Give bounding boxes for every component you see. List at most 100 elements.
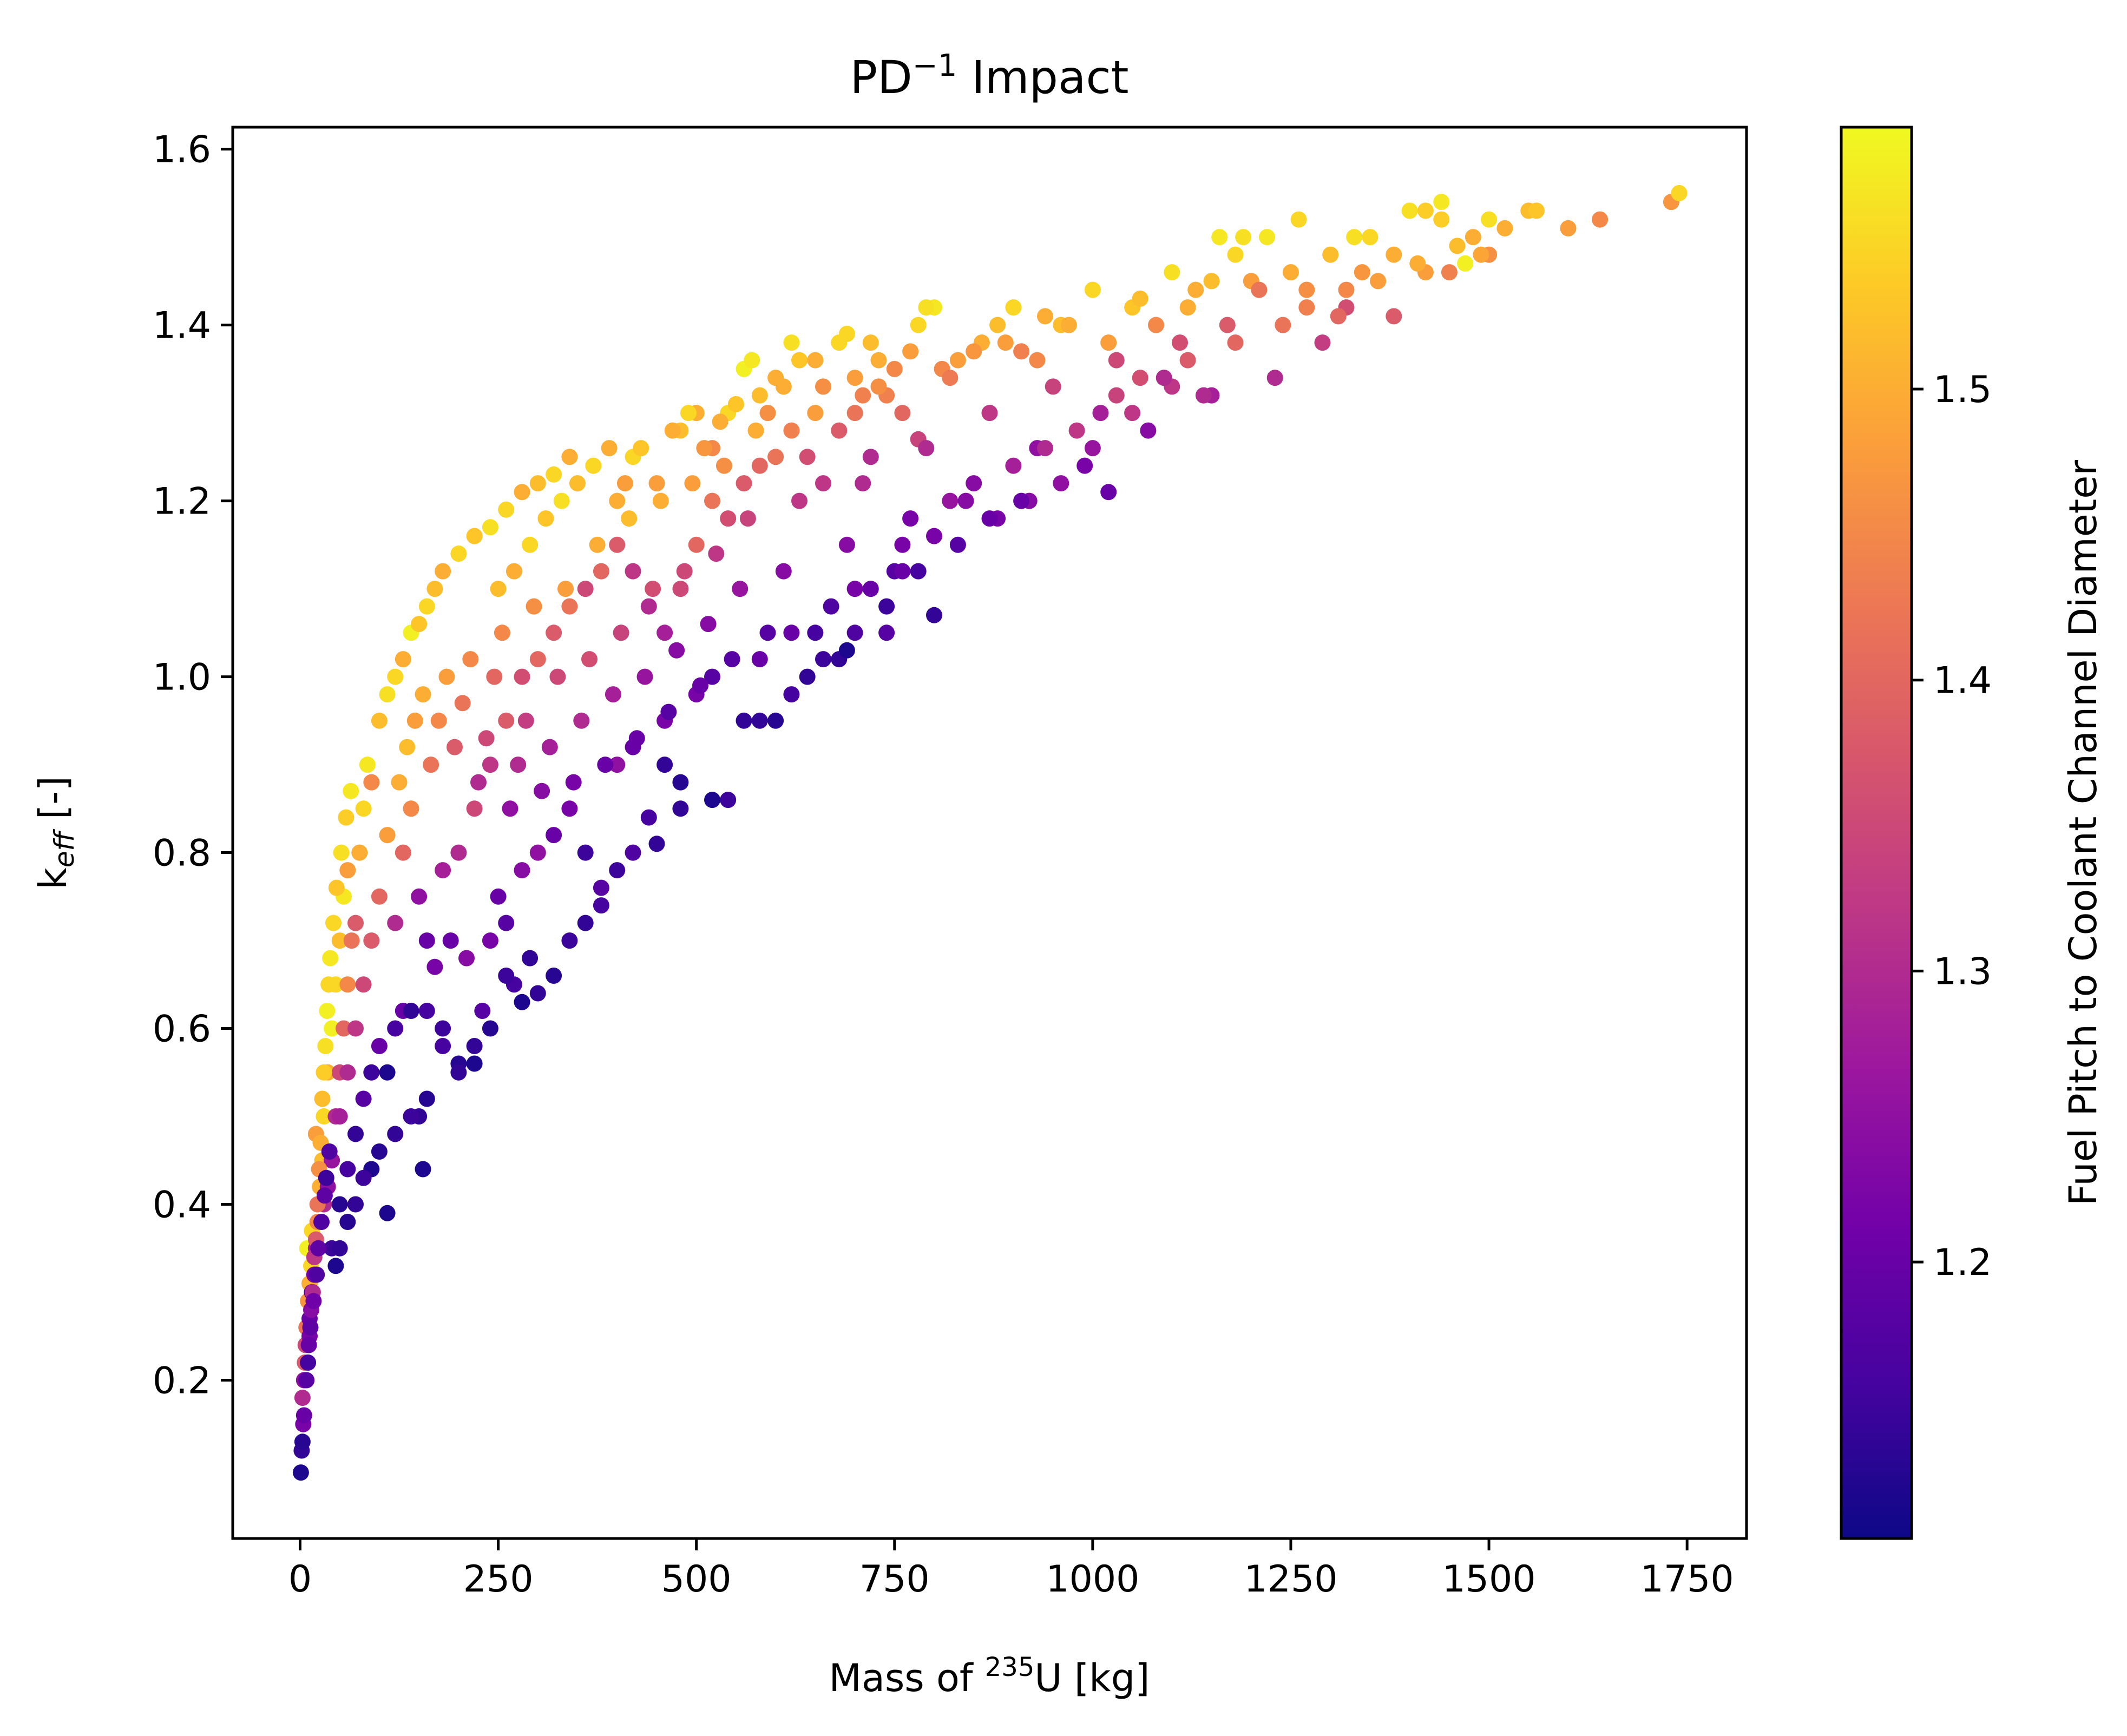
data-point <box>1433 211 1450 228</box>
data-point <box>418 932 435 949</box>
data-point <box>561 449 578 465</box>
data-point <box>736 475 752 492</box>
x-axis: 0 250 500 750 1000 1250 1500 1750 <box>288 1538 1734 1601</box>
data-point <box>1164 264 1180 281</box>
data-point <box>648 836 665 852</box>
data-point <box>1045 378 1061 395</box>
x-tick-label: 0 <box>288 1558 312 1601</box>
x-tick-label: 500 <box>661 1558 732 1601</box>
data-point <box>751 712 768 729</box>
data-point <box>577 581 594 597</box>
data-point <box>314 1090 331 1107</box>
data-point <box>470 774 487 791</box>
data-point <box>319 1003 336 1019</box>
data-point <box>1068 422 1085 439</box>
data-point <box>783 334 800 351</box>
data-point <box>783 422 800 439</box>
data-point <box>918 299 935 316</box>
data-point <box>657 757 673 773</box>
data-point <box>331 1196 348 1213</box>
data-point <box>1275 317 1291 333</box>
data-point <box>1179 352 1196 369</box>
data-point <box>514 994 530 1010</box>
data-point <box>720 792 737 808</box>
data-point <box>1314 334 1331 351</box>
data-point <box>942 370 959 386</box>
data-point <box>1037 440 1053 457</box>
x-tick-label: 750 <box>859 1558 930 1601</box>
data-point <box>305 1293 322 1310</box>
x-tick-label: 1750 <box>1640 1558 1734 1601</box>
data-point <box>415 1161 431 1178</box>
data-point <box>474 1003 491 1019</box>
data-point <box>1227 334 1244 351</box>
data-point <box>672 800 689 817</box>
data-point <box>862 334 879 351</box>
data-point <box>339 1214 356 1230</box>
data-point <box>292 1464 309 1481</box>
data-point <box>1473 246 1489 263</box>
data-point <box>807 405 824 422</box>
data-point <box>775 563 792 580</box>
data-point <box>546 827 562 844</box>
data-point <box>466 1055 483 1072</box>
data-point <box>645 581 661 597</box>
data-point <box>327 1258 344 1274</box>
data-point <box>708 545 725 562</box>
data-point <box>406 712 423 729</box>
data-point <box>1195 387 1212 404</box>
data-point <box>1211 229 1228 246</box>
data-point <box>1362 229 1378 246</box>
data-point <box>736 712 752 729</box>
data-point <box>310 1240 327 1257</box>
data-point <box>302 1319 319 1336</box>
data-point <box>1108 387 1125 404</box>
data-point <box>343 782 359 799</box>
data-point <box>855 387 871 404</box>
data-point <box>783 624 800 641</box>
x-tick-label: 250 <box>463 1558 534 1601</box>
data-point <box>371 888 388 905</box>
data-point <box>498 968 515 984</box>
data-point <box>371 712 388 729</box>
data-point <box>926 607 942 623</box>
data-point <box>1148 317 1164 333</box>
data-point <box>966 475 982 492</box>
data-point <box>363 774 380 791</box>
data-point <box>672 581 689 597</box>
data-point <box>660 703 677 720</box>
data-point <box>565 774 582 791</box>
y-tick-label: 1.0 <box>153 656 211 699</box>
data-point <box>791 492 808 509</box>
data-point <box>403 800 419 817</box>
data-point <box>1322 246 1339 263</box>
data-point <box>1029 352 1046 369</box>
data-point <box>1179 299 1196 316</box>
data-point <box>316 1064 332 1081</box>
data-point <box>942 492 959 509</box>
data-point <box>621 510 638 527</box>
data-point <box>799 449 816 465</box>
data-point <box>403 1108 419 1125</box>
data-point <box>569 475 586 492</box>
data-point <box>823 598 839 615</box>
data-point <box>347 915 364 931</box>
data-point <box>320 976 337 993</box>
data-point <box>1100 334 1117 351</box>
data-point <box>1259 229 1275 246</box>
x-tick-label: 1500 <box>1442 1558 1536 1601</box>
data-point <box>1481 211 1498 228</box>
data-point <box>371 1038 388 1054</box>
data-point <box>625 563 641 580</box>
data-point <box>1386 308 1402 325</box>
data-point <box>371 1143 388 1160</box>
data-point <box>704 492 720 509</box>
data-point <box>418 1003 435 1019</box>
data-point <box>767 712 784 729</box>
data-point <box>331 1108 348 1125</box>
data-point <box>498 915 515 931</box>
data-point <box>727 396 744 412</box>
data-point <box>684 475 701 492</box>
data-point <box>363 1064 380 1081</box>
data-point <box>435 563 451 580</box>
